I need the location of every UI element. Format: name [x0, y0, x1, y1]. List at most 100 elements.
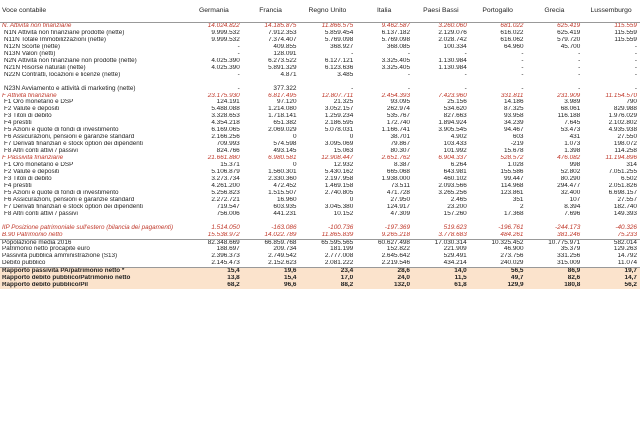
table-cell: 377.322 — [273, 84, 297, 92]
table-row: Patrimonio netto procapite euro 188.697 20… — [0, 246, 640, 253]
table-cell: 27.557 — [617, 196, 637, 203]
row-label: F Passività finanziarie — [2, 155, 64, 162]
table-cell: 434.214 — [443, 260, 467, 267]
table-cell: 2.028.742 — [438, 36, 467, 43]
table-row: N22N Contratti, locazioni e licenze (net… — [0, 72, 640, 79]
table-cell: 23.175.930 — [207, 92, 240, 99]
table-cell: -197.369 — [384, 223, 410, 231]
table-cell: 15.538.972 — [207, 231, 240, 238]
row-label: F2 Valute e depositi — [4, 169, 60, 175]
table-cell: 1.469.158 — [324, 182, 354, 189]
table-cell: 493.145 — [273, 148, 297, 155]
table-cell: 14.186 — [503, 99, 524, 106]
table-cell: 75.233 — [617, 231, 637, 238]
table-row: F6 Assicurazioni, pensioni e garanzie st… — [0, 134, 640, 141]
table-cell: 45.700 — [560, 43, 581, 50]
table-cell: 273.756 — [500, 253, 524, 260]
table-row: N21N Risorse naturali (nette) 4.025.390 5.… — [0, 65, 640, 72]
table-cell: 14,0 — [413, 267, 470, 276]
table-cell: 93.958 — [503, 113, 524, 120]
row-label: N22N Contratti, locazioni e licenze (net… — [4, 71, 121, 78]
table-cell: 528.572 — [500, 155, 524, 162]
table-cell: 114.258 — [614, 148, 637, 155]
table-cell: 87.325 — [503, 106, 524, 113]
table-cell: - — [578, 64, 581, 71]
table-cell: - — [521, 50, 524, 57]
table-cell: 2.454.393 — [381, 92, 410, 99]
table-cell: 198.072 — [613, 141, 637, 148]
header-cell: Paesi Bassi — [413, 0, 470, 23]
table-cell: 1.130.984 — [438, 64, 467, 71]
table-cell: 5.769.098 — [324, 36, 354, 43]
table-cell: 101.992 — [443, 148, 467, 155]
table-row: Debito pubblico 2.145.473 2.152.623 2.081.2… — [0, 260, 640, 267]
table-cell: 64.960 — [503, 43, 524, 50]
table-cell: 65.595.565 — [299, 238, 357, 247]
table-row: IIP Posizione patrimoniale sull'estero (… — [0, 218, 640, 232]
table-row: F8 Altri conti attivi / passivi 756.006 44… — [0, 211, 640, 218]
table-cell: 314 — [626, 162, 637, 169]
table-cell: 1.515.507 — [268, 189, 297, 196]
table-cell: 49,7 — [469, 275, 527, 283]
table-cell: 21.661.880 — [207, 155, 240, 162]
table-cell: 829.988 — [613, 106, 637, 113]
table-cell: 172.740 — [386, 120, 410, 127]
table-cell: 262.974 — [386, 106, 410, 113]
table-cell: 6.137.182 — [381, 29, 410, 36]
table-cell: 3.328.653 — [211, 113, 240, 120]
table-row: F1 Oro monetario e DSP 15.371 0 12.932 8.387… — [0, 162, 640, 169]
table-cell: 23.200 — [447, 203, 467, 210]
table-cell: 2.093.566 — [438, 182, 467, 189]
table-cell: 61,8 — [413, 282, 470, 290]
table-row: Rapporto passività PA/patrimonio netto *… — [0, 267, 640, 276]
table-cell: 23,4 — [299, 267, 357, 276]
table-cell: 115.559 — [614, 22, 637, 30]
header-cell: Voce contabile — [0, 0, 186, 23]
table-cell: 38.701 — [390, 134, 410, 141]
row-label: N2N Attività non finanziarie non prodott… — [4, 57, 137, 64]
table-cell: 4.902 — [450, 134, 467, 141]
row-label: Popolazione media 2016 — [0, 238, 186, 247]
table-cell: 4.871 — [280, 71, 297, 78]
table-cell: 472.452 — [273, 182, 297, 189]
row-label: F5 Azioni e quote di fondi di investimen… — [4, 127, 119, 134]
table-cell: 5.256.823 — [211, 189, 240, 196]
table-cell: 1.073 — [564, 141, 581, 148]
table-cell: 157.260 — [443, 210, 467, 217]
table-cell: 3.905.545 — [438, 127, 467, 134]
table-cell: - — [237, 84, 240, 92]
table-cell: 52.802 — [560, 169, 581, 175]
table-cell: 6.127.121 — [324, 57, 354, 64]
table-cell: 368.927 — [330, 43, 354, 50]
table-cell: -196.761 — [498, 223, 524, 231]
table-cell: 603 — [512, 134, 524, 141]
table-cell: 5.078.031 — [324, 127, 354, 134]
table-cell: 1.028 — [507, 162, 524, 169]
table-cell: 2.186.595 — [324, 120, 354, 127]
table-cell: 3.260.060 — [438, 22, 467, 30]
table-cell: 82.348.669 — [186, 238, 243, 247]
table-cell: 1.259.234 — [324, 113, 354, 120]
table-row: F Passività finanziarie 21.661.880 6.980.5… — [0, 155, 640, 162]
table-cell: 181.199 — [330, 246, 354, 253]
table-cell: 7.051.255 — [608, 169, 637, 175]
table-cell: 6.817.495 — [268, 92, 297, 99]
table-row: N13N Valori (netti) - 128.091 - - - - - - — [0, 51, 640, 58]
table-row: F5 Azioni e quote di fondi di investimen… — [0, 190, 640, 197]
row-label: F4 prestiti — [4, 182, 32, 189]
table-cell: 11.865.839 — [321, 231, 354, 238]
table-cell: 5.488.088 — [211, 106, 240, 113]
table-cell: - — [634, 50, 637, 57]
table-cell: - — [351, 50, 354, 57]
table-cell: 6.904.337 — [438, 155, 467, 162]
table-cell: 34.239 — [503, 120, 524, 127]
table-row: F7 Derivati finanziari e stock option de… — [0, 141, 640, 148]
table-cell: 6.264 — [450, 162, 467, 169]
table-cell: 2 — [519, 203, 524, 210]
table-cell: 3.325.405 — [381, 57, 410, 64]
table-cell: 2.069.029 — [268, 127, 297, 134]
table-cell: - — [521, 57, 524, 64]
table-cell: 15,4 — [186, 267, 243, 276]
table-cell: -219 — [510, 141, 524, 148]
table-cell: 9.462.587 — [381, 22, 410, 30]
